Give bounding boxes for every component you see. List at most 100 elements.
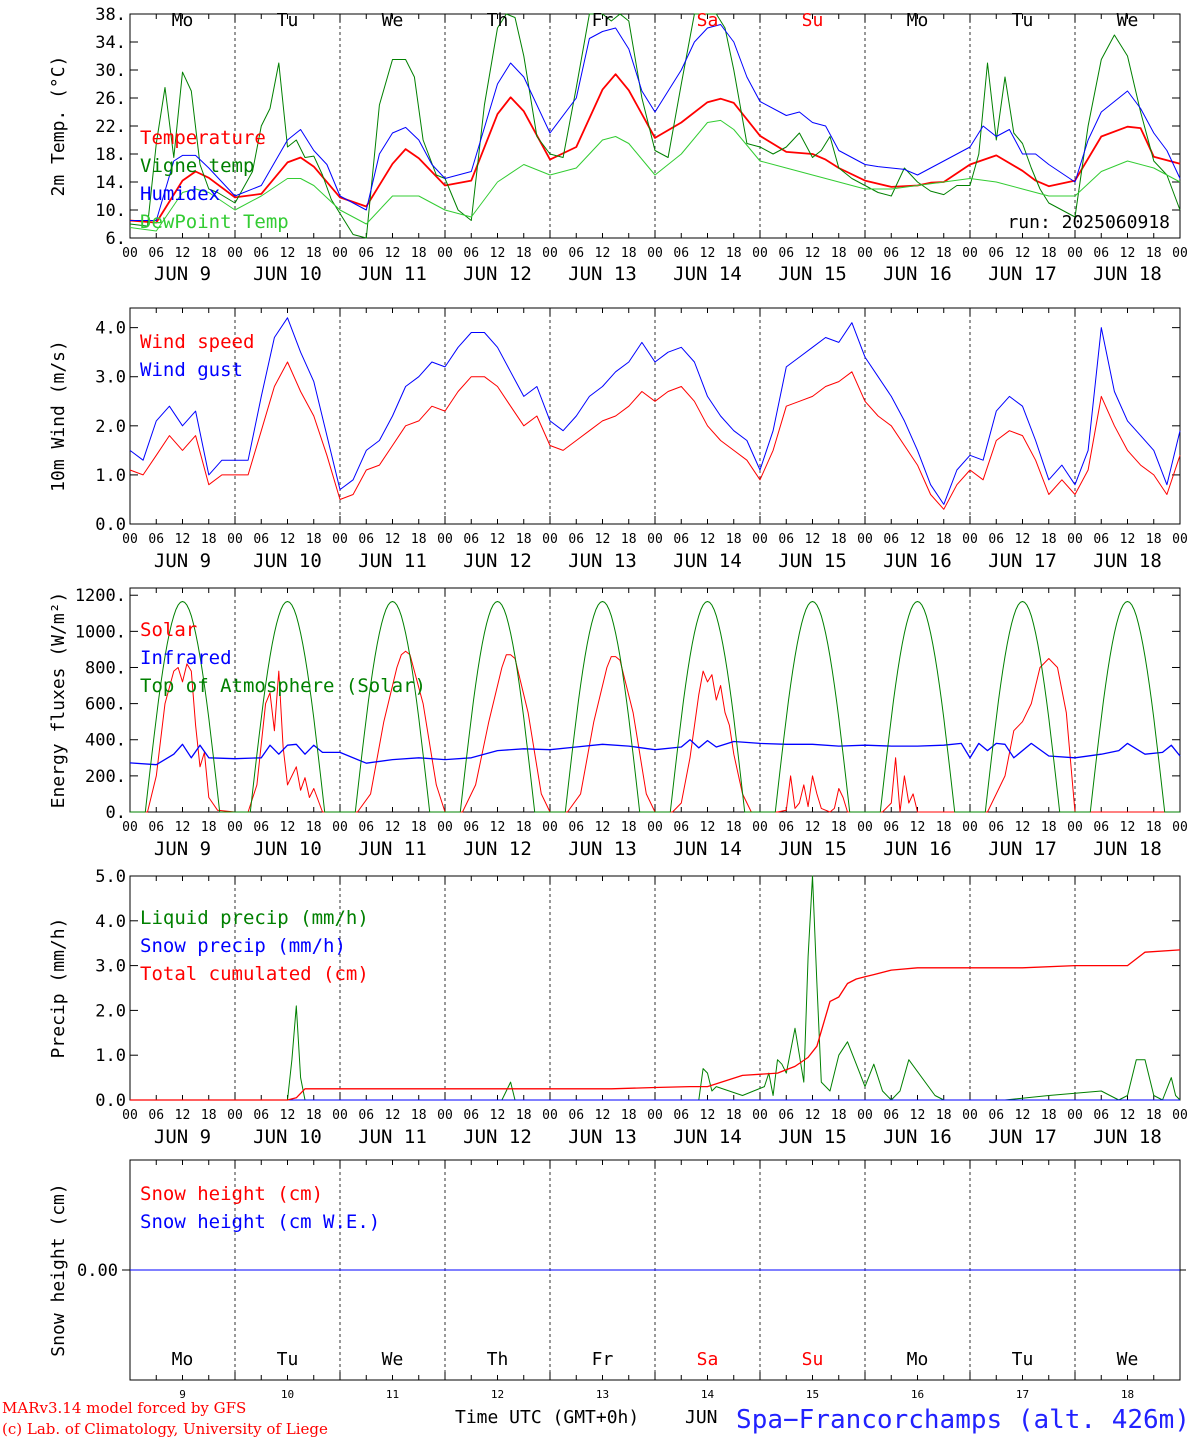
date-label: JUN 18 (1093, 263, 1162, 285)
hour-tick-label: 00 (647, 246, 663, 261)
panel-2: 0.0 1.0 2.0 3.0 4.0 10m Wind (m/s) Wind speed W… (48, 307, 1188, 572)
hour-tick-label: 00 (332, 532, 348, 547)
hour-tick-label: 06 (463, 246, 479, 261)
hour-tick-label: 06 (463, 820, 479, 835)
y-tick-label: 4.0 (95, 319, 126, 339)
hour-tick-label: 12 (805, 1108, 821, 1123)
hour-tick-label: 06 (358, 532, 374, 547)
y-axis-label: Snow height (cm) (48, 1183, 69, 1356)
hour-tick-label: 00 (857, 246, 873, 261)
weekday-label: We (1117, 10, 1139, 31)
hour-tick-label: 12 (1120, 1108, 1136, 1123)
plot-frame (129, 13, 1181, 239)
hour-tick-label: 06 (253, 1108, 269, 1123)
hour-tick-label: 06 (778, 532, 794, 547)
hour-tick-label: 00 (752, 1108, 768, 1123)
panel-1: 6. 10. 14. 18. 22. 26. 30. 34. 38. 2m Temp. (°C) T… (48, 5, 1188, 285)
hour-tick-label: 00 (1172, 1108, 1188, 1123)
weekday-label: Mo (172, 10, 194, 31)
hour-tick-label: 12 (385, 532, 401, 547)
x-axis-month: JUN (685, 1407, 718, 1428)
hour-tick-label: 06 (253, 246, 269, 261)
hour-tick-label: 18 (936, 820, 952, 835)
date-label: JUN 10 (253, 1126, 322, 1148)
legend-entry: Liquid precip (mm/h) (140, 907, 369, 929)
hour-tick-label: 06 (253, 820, 269, 835)
hour-tick-label: 00 (1067, 532, 1083, 547)
date-label: JUN 10 (253, 550, 322, 572)
date-label: JUN 15 (778, 263, 847, 285)
hour-tick-label: 12 (280, 246, 296, 261)
hour-tick-label: 00 (227, 246, 243, 261)
date-label: JUN 16 (883, 838, 952, 860)
y-tick-label: 6. (106, 229, 126, 249)
x-axis-title: Time UTC (GMT+0h) (455, 1407, 639, 1428)
hour-tick-label: 18 (306, 246, 322, 261)
weekday-label: We (1117, 1349, 1139, 1370)
hour-tick-label: 18 (621, 820, 637, 835)
weekday-label: Mo (907, 10, 929, 31)
hour-tick-label: 06 (253, 532, 269, 547)
y-tick-label: 0.00 (77, 1261, 118, 1281)
hour-tick-label: 18 (726, 246, 742, 261)
hour-tick-label: 18 (621, 246, 637, 261)
hour-tick-label: 18 (306, 1108, 322, 1123)
hour-tick-label: 18 (1041, 246, 1057, 261)
hour-tick-label: 12 (700, 820, 716, 835)
hour-tick-label: 18 (831, 532, 847, 547)
y-tick-label: 34. (95, 33, 126, 53)
hour-tick-label: 00 (122, 246, 138, 261)
hour-tick-label: 06 (148, 246, 164, 261)
hour-tick-label: 06 (778, 1108, 794, 1123)
legend-entry: Top of Atmosphere (Solar) (140, 675, 426, 697)
date-label: JUN 15 (778, 550, 847, 572)
hour-tick-label: 06 (568, 532, 584, 547)
hour-tick-label: 06 (358, 1108, 374, 1123)
hour-tick-label: 18 (306, 820, 322, 835)
hour-tick-label: 06 (988, 1108, 1004, 1123)
hour-tick-label: 18 (411, 532, 427, 547)
legend-entry: Snow precip (mm/h) (140, 935, 346, 957)
y-tick-label: 0.0 (95, 1091, 126, 1111)
hour-tick-label: 06 (148, 1108, 164, 1123)
hour-tick-label: 06 (358, 820, 374, 835)
y-axis-label: Precip (mm/h) (48, 918, 69, 1059)
weekday-label: Tu (1012, 10, 1034, 31)
hour-tick-label: 12 (595, 1108, 611, 1123)
lab-credit: (c) Lab. of Climatology, University of L… (2, 1420, 328, 1438)
panel-4: 0.0 1.0 2.0 3.0 4.0 5.0 Precip (mm/h) Liquid pr… (48, 867, 1188, 1148)
hour-tick-label: 00 (1172, 820, 1188, 835)
y-tick-label: 0. (106, 803, 126, 823)
hour-tick-label: 18 (411, 820, 427, 835)
hour-tick-label: 00 (227, 1108, 243, 1123)
hour-tick-label: 12 (910, 532, 926, 547)
weekday-label: Th (487, 1349, 509, 1370)
hour-tick-label: 00 (962, 246, 978, 261)
hour-tick-label: 12 (700, 1108, 716, 1123)
hour-tick-label: 00 (962, 1108, 978, 1123)
hour-tick-label: 12 (1015, 246, 1031, 261)
hour-tick-label: 06 (883, 820, 899, 835)
hour-tick-label: 00 (332, 820, 348, 835)
hour-tick-label: 00 (437, 246, 453, 261)
hour-tick-label: 18 (1146, 532, 1162, 547)
hour-tick-label: 00 (1067, 246, 1083, 261)
hour-tick-label: 12 (385, 1108, 401, 1123)
legend-entry: Humidex (140, 183, 220, 205)
hour-tick-label: 00 (227, 532, 243, 547)
hour-tick-label: 18 (1146, 1108, 1162, 1123)
hour-tick-label: 12 (1015, 1108, 1031, 1123)
hour-tick-label: 00 (542, 1108, 558, 1123)
hour-tick-label: 18 (516, 1108, 532, 1123)
hour-tick-label: 18 (306, 532, 322, 547)
legend-entry: Wind speed (140, 331, 254, 353)
date-label: JUN 17 (988, 263, 1057, 285)
hour-tick-label: 06 (1093, 1108, 1109, 1123)
weekday-label: Su (802, 10, 824, 31)
weekday-label: Tu (1012, 1349, 1034, 1370)
hour-tick-label: 00 (122, 820, 138, 835)
y-axis-label: 2m Temp. (°C) (48, 56, 69, 197)
hour-tick-label: 00 (227, 820, 243, 835)
date-label: JUN 15 (778, 1126, 847, 1148)
